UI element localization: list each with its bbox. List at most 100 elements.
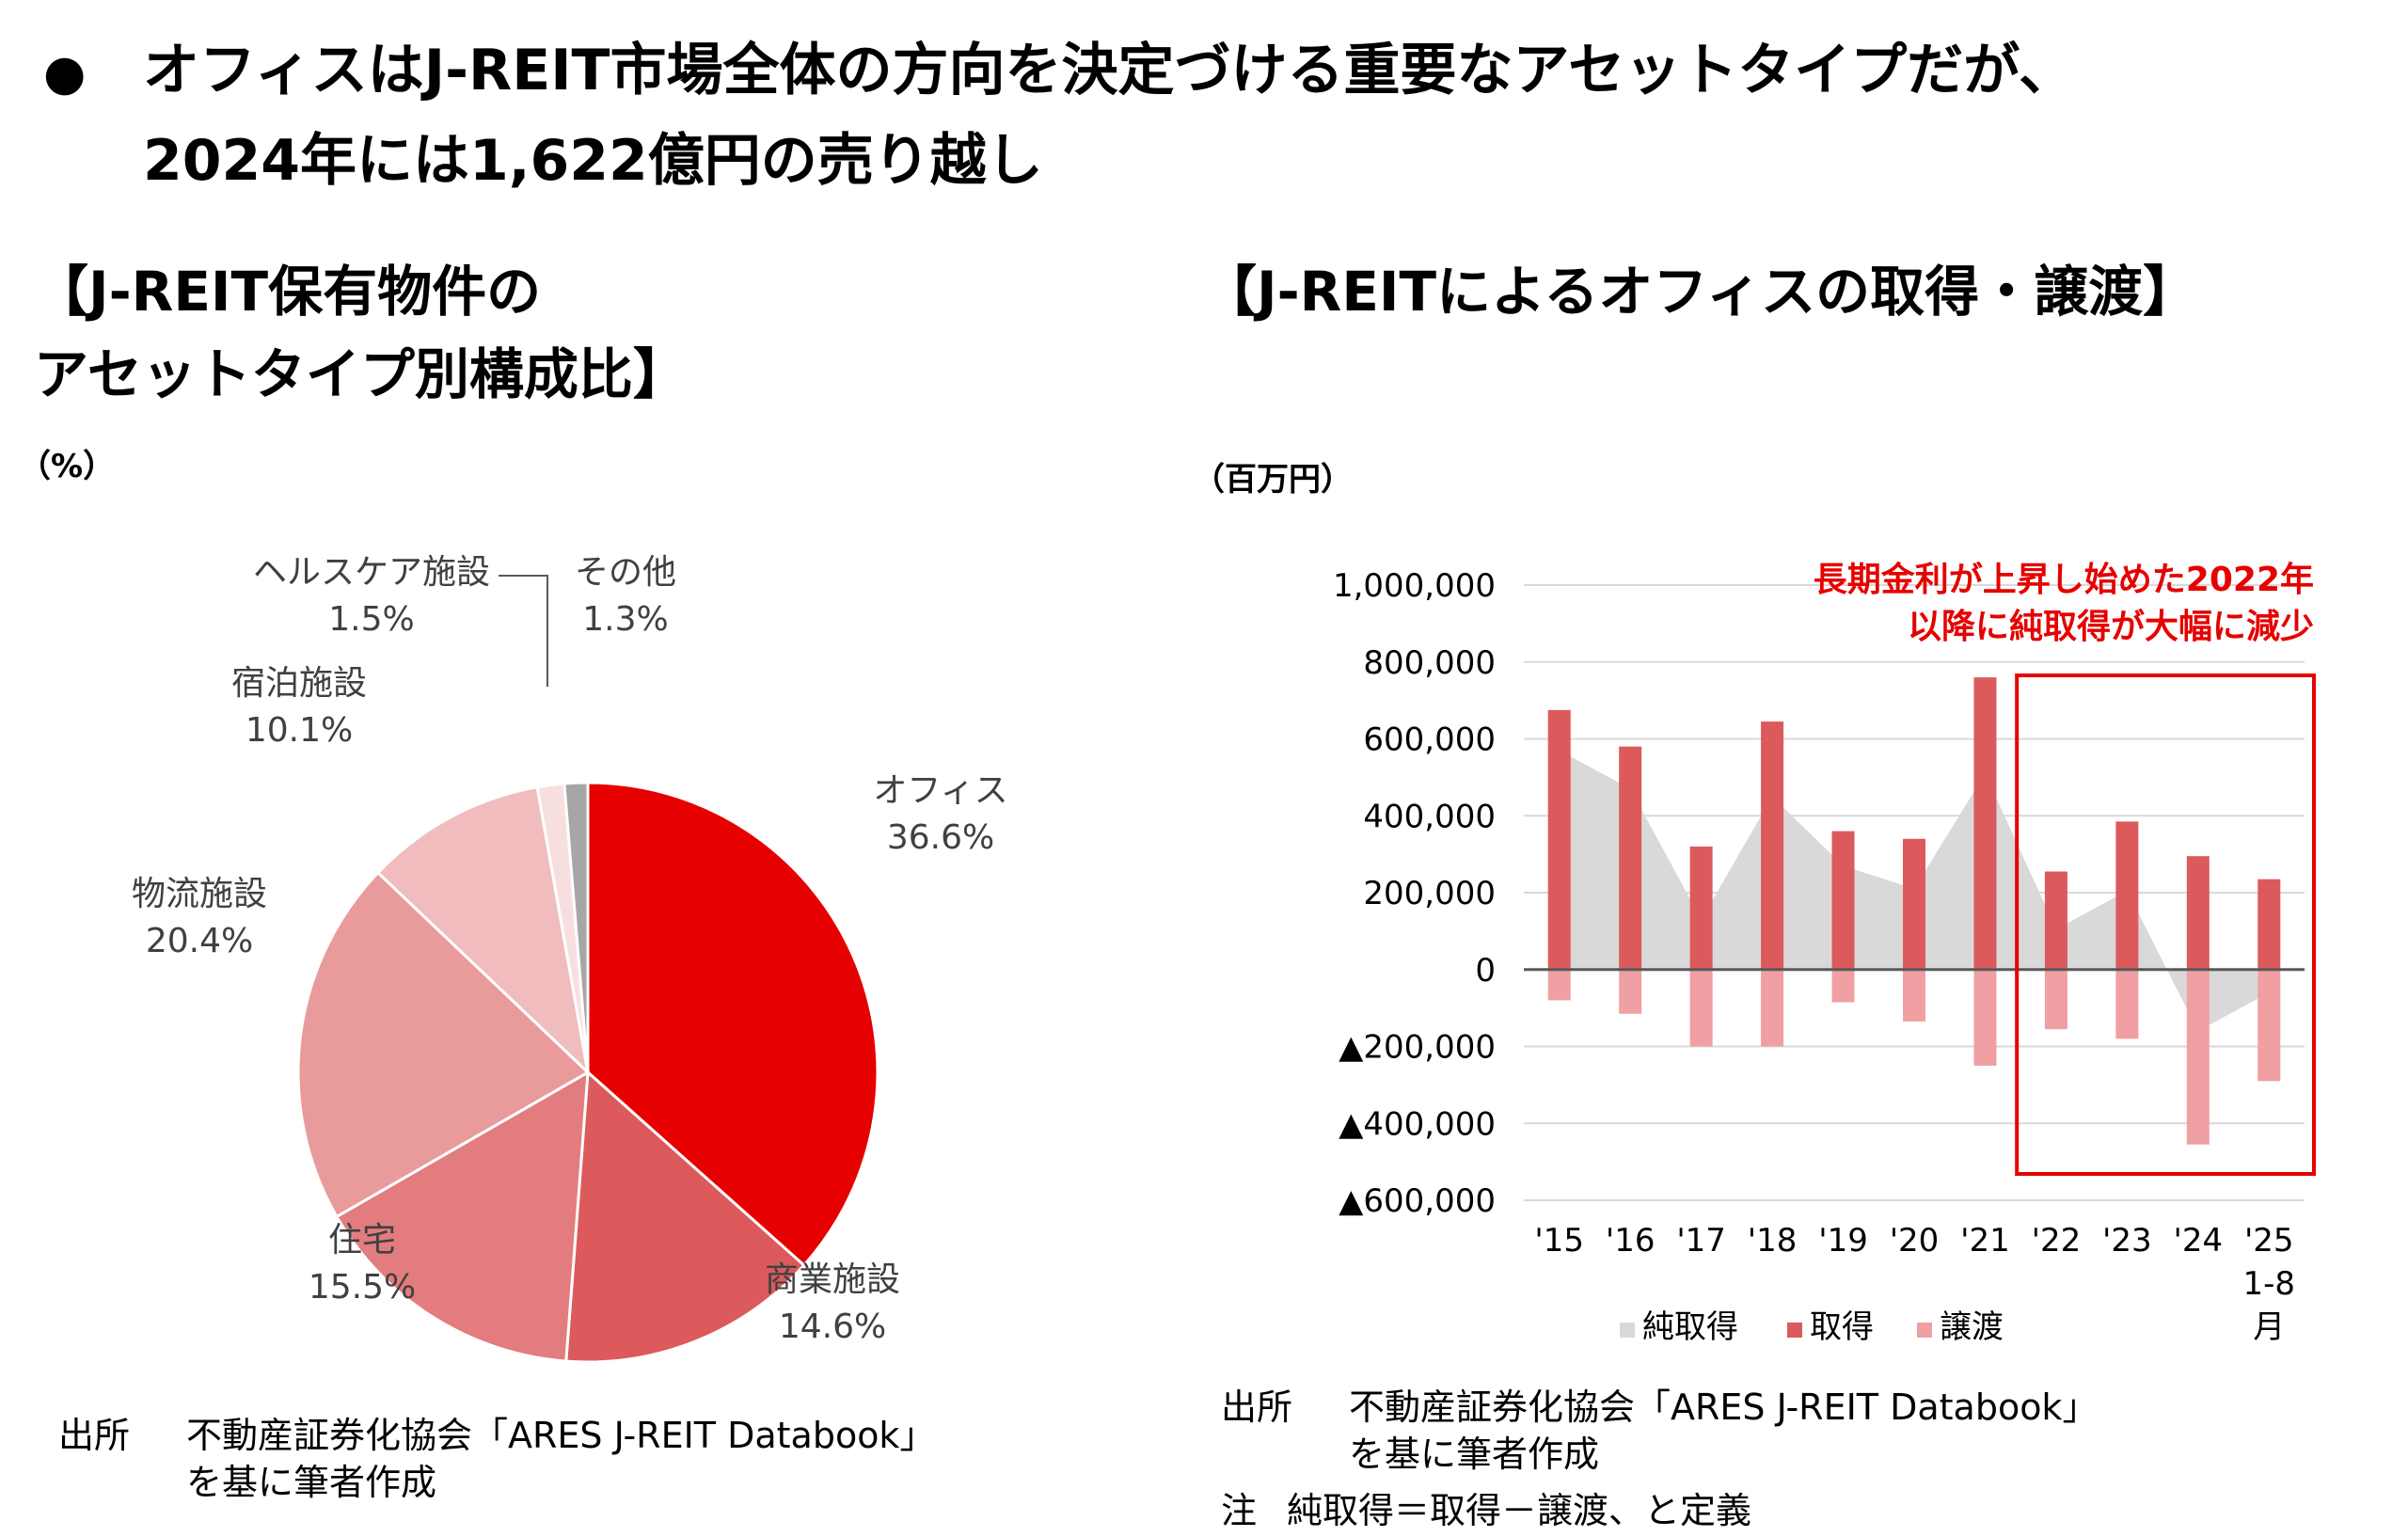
pie-label-healthcare: ヘルスケア施設 xyxy=(253,553,490,592)
annotation-line2: 以降に純取得が大幅に減少 xyxy=(1908,608,2314,646)
pie-slice-other xyxy=(562,781,590,1073)
pie-value-residential: 15.5% xyxy=(309,1268,416,1307)
pie-label-office: オフィス xyxy=(873,771,1007,810)
legend-label: 純取得 xyxy=(1642,1308,1738,1346)
headline-bullet: ● xyxy=(43,45,87,102)
pie-value-logistics: 20.4% xyxy=(146,922,253,960)
healthcare-leader-line xyxy=(499,575,548,687)
pie-value-other: 1.3% xyxy=(582,600,668,639)
acquisition-bar xyxy=(1831,831,1855,970)
y-tick-label: ▲400,000 xyxy=(1339,1105,1496,1143)
pie-slice-commercial xyxy=(564,1069,806,1364)
x-tick-label: '18 xyxy=(1748,1222,1798,1260)
x-tick-label: '16 xyxy=(1606,1222,1656,1260)
bar-unit-label: （百万円） xyxy=(1193,461,1353,499)
bar-gridlines xyxy=(1524,584,2305,1201)
pie-panel-title-line2: アセットタイプ別構成比】 xyxy=(34,342,688,406)
y-tick-label: 0 xyxy=(1475,952,1496,990)
x-tick-label: '19 xyxy=(1818,1222,1868,1260)
bar-chart: 1,000,000 800,000 600,000 400,000 200,000 0 ▲2… xyxy=(1333,560,2316,1346)
pie-panel-title-line1: 【J-REIT保有物件の xyxy=(34,260,542,324)
disposal-bar xyxy=(1619,969,1642,1014)
acquisition-bar xyxy=(2186,856,2210,970)
y-tick-label: 200,000 xyxy=(1363,875,1496,912)
acquisition-bar xyxy=(2258,879,2281,970)
acquisition-bar xyxy=(1973,677,1997,970)
pie-slice-residential xyxy=(334,1070,590,1363)
x-tick-label: '25 xyxy=(2244,1222,2294,1260)
disposal-bar xyxy=(1831,969,1855,1003)
legend-swatch xyxy=(1917,1323,1932,1338)
pie-source-label: 出所 xyxy=(58,1415,131,1456)
headline-line1: オフィスはJ-REIT市場全体の方向を決定づける重要なアセットタイプだが、 xyxy=(143,38,2076,103)
y-tick-label: ▲600,000 xyxy=(1339,1182,1496,1220)
headline-line2: 2024年には1,622億円の売り越し xyxy=(143,128,1043,194)
pie-labels: オフィス 36.6% 商業施設 14.6% 住宅 15.5% 物流施設 20.4% 宿泊施設 10… xyxy=(132,553,1008,1346)
pie-value-commercial: 14.6% xyxy=(779,1307,886,1346)
bar-panel-title: 【J-REITによるオフィスの取得・譲渡】 xyxy=(1202,260,2198,324)
disposal-bar xyxy=(1761,969,1784,1047)
pie-slices xyxy=(296,781,879,1364)
bar-note-text: 純取得＝取得－譲渡、と定義 xyxy=(1287,1490,1752,1531)
bar-source-line1: 不動産証券化協会「ARES J-REIT Databook」 xyxy=(1349,1386,2099,1428)
x-tick-label: '20 xyxy=(1890,1222,1940,1260)
bar-source-label: 出所 xyxy=(1221,1386,1293,1428)
pie-source-line1: 不動産証券化協会「ARES J-REIT Databook」 xyxy=(186,1415,936,1456)
legend-swatch xyxy=(1787,1323,1802,1338)
x-tick-label: '17 xyxy=(1676,1222,1726,1260)
pie-chart: オフィス 36.6% 商業施設 14.6% 住宅 15.5% 物流施設 20.4% 宿泊施設 10… xyxy=(132,553,1008,1364)
acquisition-bar xyxy=(2115,821,2139,970)
pie-value-office: 36.6% xyxy=(887,818,994,857)
disposal-bar xyxy=(2186,969,2210,1145)
pie-unit-label: （%） xyxy=(19,448,116,485)
y-tick-label: ▲200,000 xyxy=(1339,1029,1496,1067)
pie-label-other: その他 xyxy=(575,553,676,592)
x-tick-sublabel: 1-8 xyxy=(2242,1265,2295,1303)
disposal-bar xyxy=(2258,969,2281,1082)
x-tick-labels: '15 '16 '17 '18 '19 '20 '21 '22 '23 '24 '25 1-8 月 xyxy=(1534,1222,2295,1346)
x-tick-sublabel: 月 xyxy=(2253,1308,2285,1346)
disposal-bar xyxy=(1547,969,1571,1001)
y-tick-label: 600,000 xyxy=(1363,721,1496,759)
bar-note-label: 注 xyxy=(1221,1490,1258,1531)
legend: 純取得 取得 譲渡 xyxy=(1620,1308,2004,1346)
y-tick-labels: 1,000,000 800,000 600,000 400,000 200,000 0 ▲2… xyxy=(1333,567,1496,1220)
disposal-bar xyxy=(2115,969,2139,1039)
y-tick-label: 800,000 xyxy=(1363,644,1496,682)
bar-series xyxy=(1547,677,2281,1145)
acquisition-bar xyxy=(1619,746,1642,970)
annotation-line1: 長期金利が上昇し始めた2022年 xyxy=(1814,560,2314,599)
disposal-bar xyxy=(2044,969,2067,1030)
acquisition-bar xyxy=(1761,721,1784,970)
acquisition-bar xyxy=(1903,838,1925,970)
pie-slice-logistics xyxy=(296,870,591,1219)
pie-label-commercial: 商業施設 xyxy=(765,1260,900,1299)
highlight-rectangle xyxy=(2015,673,2316,1176)
legend-label: 譲渡 xyxy=(1940,1308,2004,1346)
highlight-box xyxy=(2015,673,2316,1176)
disposal-bar xyxy=(1689,969,1713,1047)
x-tick-label: '23 xyxy=(2102,1222,2152,1260)
pie-slice-hotel xyxy=(375,785,591,1077)
x-tick-label: '21 xyxy=(1960,1222,2010,1260)
pie-value-healthcare: 1.5% xyxy=(328,600,414,639)
bar-source-line2: を基に筆者作成 xyxy=(1349,1434,1600,1475)
pie-label-hotel: 宿泊施設 xyxy=(231,664,367,703)
acquisition-bar xyxy=(1689,846,1713,970)
legend-label: 取得 xyxy=(1810,1308,1874,1346)
pie-value-hotel: 10.1% xyxy=(246,711,353,750)
pie-slice-office xyxy=(586,781,879,1268)
x-tick-label: '15 xyxy=(1534,1222,1584,1260)
x-tick-label: '22 xyxy=(2032,1222,2082,1260)
pie-source-line2: を基に筆者作成 xyxy=(186,1462,437,1503)
acquisition-bar xyxy=(1547,709,1571,970)
x-tick-label: '24 xyxy=(2174,1222,2224,1260)
legend-swatch xyxy=(1620,1323,1635,1338)
y-tick-label: 400,000 xyxy=(1363,798,1496,835)
acquisition-bar xyxy=(2044,871,2067,970)
y-tick-label: 1,000,000 xyxy=(1333,567,1496,605)
disposal-bar xyxy=(1903,969,1925,1022)
pie-label-residential: 住宅 xyxy=(328,1221,396,1260)
disposal-bar xyxy=(1973,969,1997,1066)
pie-label-logistics: 物流施設 xyxy=(132,875,267,913)
